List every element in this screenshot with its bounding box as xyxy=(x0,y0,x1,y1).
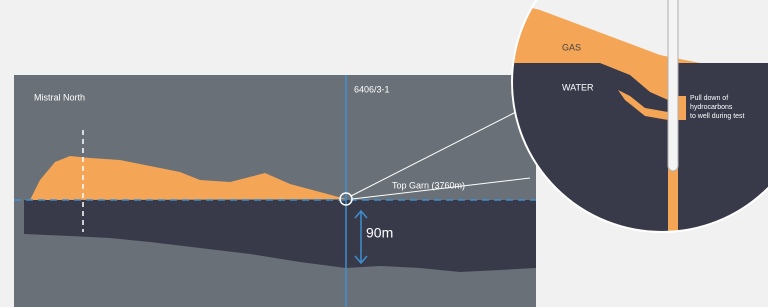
diagram: Mistral North 6406/3-1 Top Garn (3760m) … xyxy=(0,0,768,307)
pull-down xyxy=(678,96,686,120)
well-bore xyxy=(668,0,678,171)
page: Mistral North 6406/3-1 Top Garn (3760m) … xyxy=(0,0,768,307)
note: hydrocarbons xyxy=(690,104,733,111)
note: Pull down of xyxy=(690,95,728,102)
water-label: WATER xyxy=(562,82,594,92)
horizon-label: Top Garn (3760m) xyxy=(392,180,465,190)
well-label: Mistral North xyxy=(34,92,85,102)
gas-label: GAS xyxy=(562,42,581,52)
thickness-label: 90m xyxy=(366,225,393,241)
note: to well during test xyxy=(690,113,745,120)
well-label: 6406/3-1 xyxy=(354,84,390,94)
